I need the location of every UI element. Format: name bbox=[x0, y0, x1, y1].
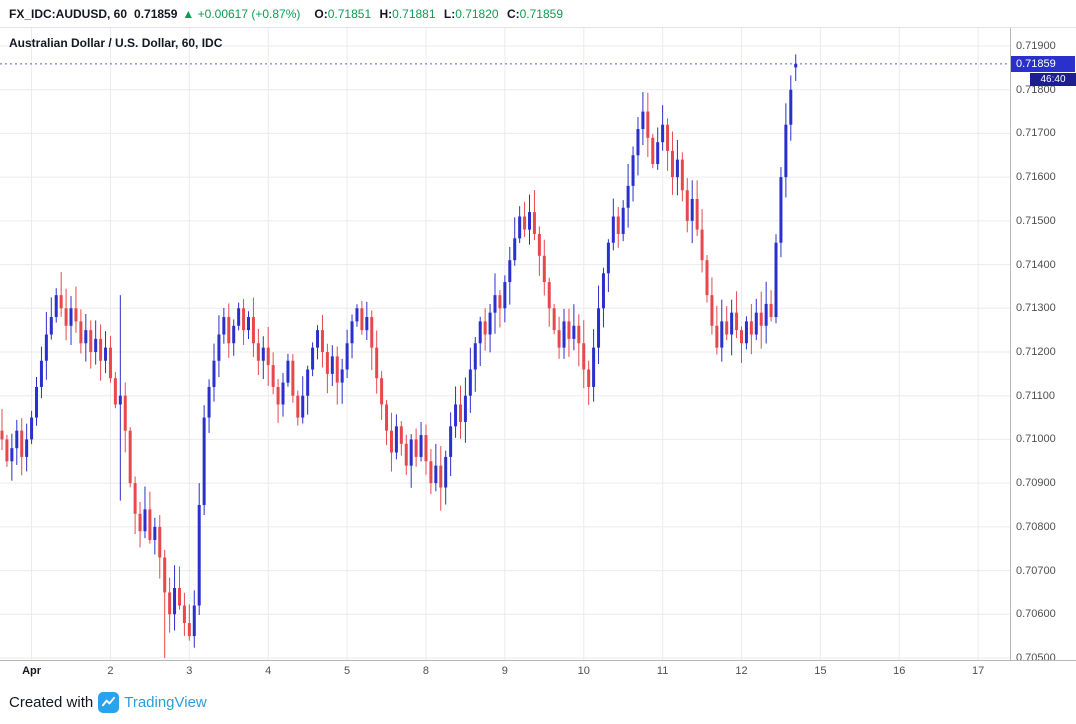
last-price: 0.71859 bbox=[134, 6, 178, 21]
close-value: 0.71859 bbox=[519, 6, 563, 21]
time-axis-label: 3 bbox=[186, 665, 193, 677]
time-axis-label: 15 bbox=[814, 665, 827, 677]
price-axis-label: 0.70800 bbox=[1016, 520, 1056, 533]
time-axis-label: 16 bbox=[893, 665, 906, 677]
low-label: L: bbox=[443, 6, 456, 21]
price-axis-label: 0.71500 bbox=[1016, 214, 1056, 227]
price-axis[interactable]: 0.71859 46:40 0.71900 0.71800 0.71700 0.716… bbox=[1010, 28, 1076, 664]
price-axis-label: 0.71300 bbox=[1016, 302, 1056, 315]
close-label: C: bbox=[506, 6, 520, 21]
tradingview-logo-icon bbox=[98, 691, 120, 713]
time-axis-label: 17 bbox=[972, 665, 985, 677]
low-value: 0.71820 bbox=[455, 6, 499, 21]
open-label: O: bbox=[314, 6, 328, 21]
price-axis-label: 0.71900 bbox=[1016, 40, 1056, 52]
price-axis-label: 0.71100 bbox=[1016, 389, 1055, 402]
time-axis[interactable]: Apr 2 3 4 5 8 9 10 11 12 15 16 17 bbox=[0, 660, 1076, 680]
symbol-name[interactable]: FX_IDC:AUDUSD, 60 bbox=[9, 6, 128, 21]
chart-plot-area[interactable]: Australian Dollar / U.S. Dollar, 60, IDC bbox=[0, 28, 1010, 660]
time-axis-label: 5 bbox=[344, 665, 351, 677]
time-axis-label: 2 bbox=[107, 665, 114, 677]
bar-countdown-badge: 46:40 bbox=[1030, 72, 1076, 86]
tradingview-link[interactable]: TradingView bbox=[98, 691, 207, 713]
tradingview-wordmark: TradingView bbox=[124, 693, 207, 711]
open-value: 0.71851 bbox=[327, 6, 372, 21]
time-axis-label: 4 bbox=[265, 665, 272, 677]
created-with-text: Created with bbox=[9, 693, 94, 711]
time-axis-label: 10 bbox=[577, 665, 590, 677]
price-axis-label: 0.71400 bbox=[1016, 258, 1056, 271]
price-axis-label: 0.71800 bbox=[1016, 83, 1056, 96]
price-axis-label: 0.71600 bbox=[1016, 171, 1056, 184]
high-value: 0.71881 bbox=[392, 6, 436, 21]
time-axis-label: 11 bbox=[656, 665, 669, 677]
price-change: ▲ +0.00617 (+0.87%) bbox=[182, 6, 301, 21]
current-price-badge: 0.71859 bbox=[1011, 55, 1075, 72]
time-axis-label: 8 bbox=[422, 665, 430, 677]
candlestick-chart[interactable] bbox=[0, 28, 1010, 660]
time-axis-label: 12 bbox=[735, 665, 748, 677]
attribution-footer: Created with TradingView bbox=[0, 680, 1076, 724]
time-axis-label: Apr bbox=[22, 665, 42, 677]
ohlc-readout: O:0.71851 H:0.71881 L:0.71820 C:0.71859 bbox=[309, 7, 563, 21]
price-axis-label: 0.71700 bbox=[1016, 127, 1056, 140]
price-axis-label: 0.71000 bbox=[1016, 433, 1056, 446]
time-axis-label: 9 bbox=[501, 665, 508, 677]
price-axis-label: 0.71200 bbox=[1016, 346, 1056, 358]
price-axis-label: 0.70900 bbox=[1016, 477, 1056, 490]
chart-legend-title[interactable]: Australian Dollar / U.S. Dollar, 60, IDC bbox=[9, 36, 223, 50]
symbol-info-bar: FX_IDC:AUDUSD, 60 0.71859 ▲ +0.00617 (+0… bbox=[0, 0, 1076, 28]
high-label: H: bbox=[379, 6, 393, 21]
price-axis-label: 0.70700 bbox=[1016, 564, 1056, 577]
price-axis-label: 0.70600 bbox=[1016, 608, 1056, 621]
